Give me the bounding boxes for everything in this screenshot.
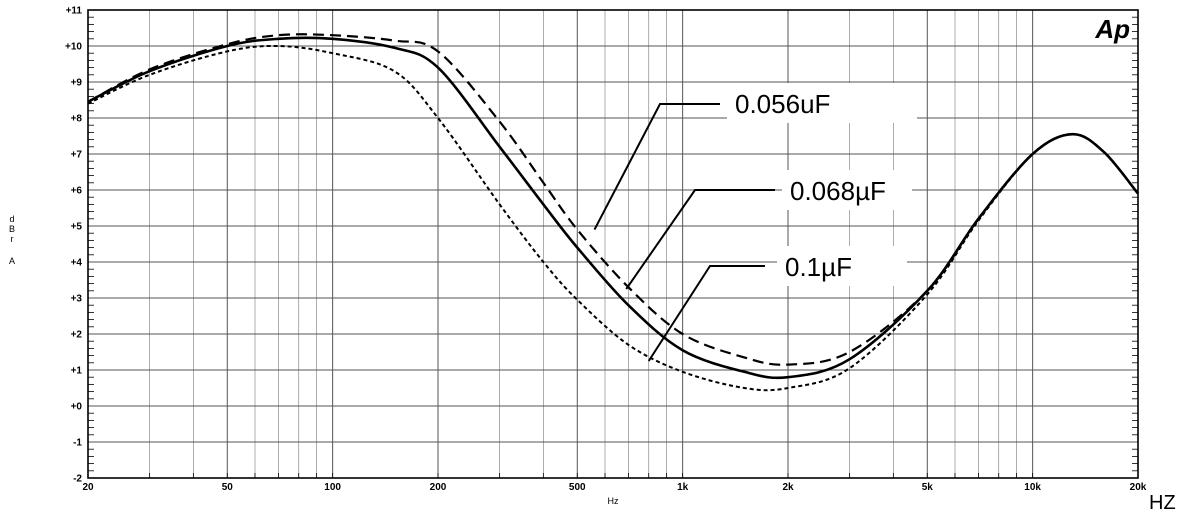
y-tick-label: +10 xyxy=(65,42,82,53)
y-tick-label: +9 xyxy=(71,78,83,89)
y-tick-label: +2 xyxy=(71,330,83,341)
ap-logo: Ap xyxy=(1094,14,1130,44)
y-tick-label: +11 xyxy=(66,6,83,17)
y-tick-label: +1 xyxy=(71,366,83,377)
y-tick-label: +3 xyxy=(71,294,83,305)
y-tick-label: -2 xyxy=(73,474,82,485)
x-tick-label: 50 xyxy=(222,482,234,493)
x-tick-label: 500 xyxy=(569,482,586,493)
callouts: 0.056uF 0.068µF 0.1µF xyxy=(593,83,917,362)
callout-label-bg xyxy=(782,170,912,210)
callout-label-bg xyxy=(727,83,917,123)
callout-label: 0.068µF xyxy=(790,176,886,206)
x-tick-label: 100 xyxy=(324,482,341,493)
x-tick-label: 20 xyxy=(82,482,94,493)
plot-frame xyxy=(87,9,1139,479)
y-tick-label: +0 xyxy=(71,402,83,413)
callout-leader-line xyxy=(625,189,775,290)
x-axis-label: Hz xyxy=(608,496,619,506)
x-tick-label: 20k xyxy=(1130,482,1147,493)
callout-label: 0.056uF xyxy=(735,89,830,119)
callout-label: 0.1µF xyxy=(785,252,852,282)
x-tick-label: 200 xyxy=(430,482,447,493)
y-tick-label: +4 xyxy=(71,258,83,269)
y-tick-label: +6 xyxy=(71,186,83,197)
corner-unit-label: HZ xyxy=(1149,492,1176,514)
callout-leader-line xyxy=(647,265,765,362)
y-tick-labels: -2 -1 +0 +1 +2 +3 +4 +5 +6 +7 +8 +9 +10 +11 xyxy=(65,6,82,485)
y-tick-label: +8 xyxy=(71,114,83,125)
x-tick-label: 10k xyxy=(1024,482,1041,493)
x-tick-labels: 20 50 100 200 500 1k 2k 5k 10k 20k xyxy=(82,482,1146,493)
y-tick-label: +7 xyxy=(71,150,83,161)
x-tick-label: 1k xyxy=(677,482,689,493)
callout-label-bg xyxy=(777,246,907,286)
axis-ticks xyxy=(87,16,1139,478)
series-line-solid xyxy=(87,36,1140,380)
callout-leader-line xyxy=(593,103,720,231)
y-tick-label: -1 xyxy=(73,438,82,449)
x-tick-label: 2k xyxy=(782,482,794,493)
y-tick-label: +5 xyxy=(71,222,83,233)
x-tick-label: 5k xyxy=(922,482,934,493)
